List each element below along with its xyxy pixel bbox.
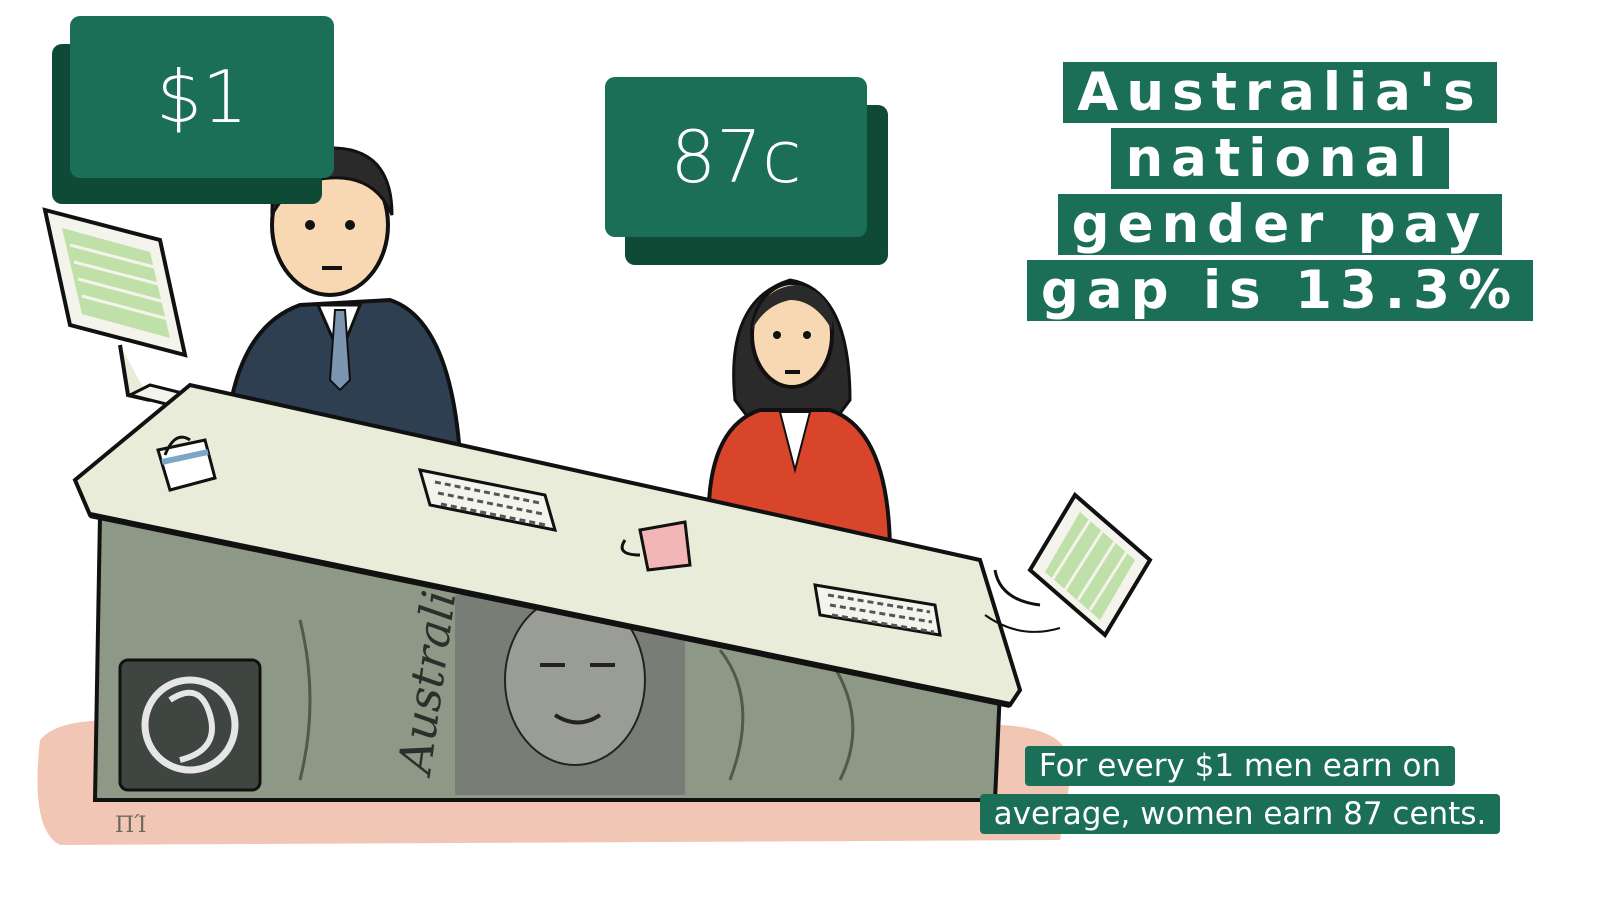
caption-line: average, women earn 87 cents. <box>979 794 1501 834</box>
caption: For every $1 men earn on average, women … <box>940 742 1540 838</box>
desk <box>72 382 1023 708</box>
monitor-icon <box>984 491 1153 639</box>
monitor-icon <box>42 207 195 407</box>
keyboard-icon <box>813 583 942 637</box>
banknote: Australia ΠΊ <box>92 512 1003 838</box>
headline: Australia's national gender pay gap is 1… <box>1020 60 1540 324</box>
woman-salary-text: 87c <box>670 115 802 199</box>
keyboard-icon <box>417 468 558 532</box>
caption-line: For every $1 men earn on <box>1024 746 1456 786</box>
mug-icon <box>620 520 692 572</box>
headline-line: national <box>1111 128 1449 189</box>
artist-mark: ΠΊ <box>115 813 147 838</box>
man-salary-text: $1 <box>156 55 248 139</box>
headline-line: gap is 13.3% <box>1026 260 1534 321</box>
man-salary-label: $1 <box>52 16 334 206</box>
headline-line: Australia's <box>1063 62 1497 123</box>
woman-salary-label: 87c <box>605 77 888 267</box>
headline-line: gender pay <box>1057 194 1503 255</box>
mug-icon <box>156 435 217 492</box>
